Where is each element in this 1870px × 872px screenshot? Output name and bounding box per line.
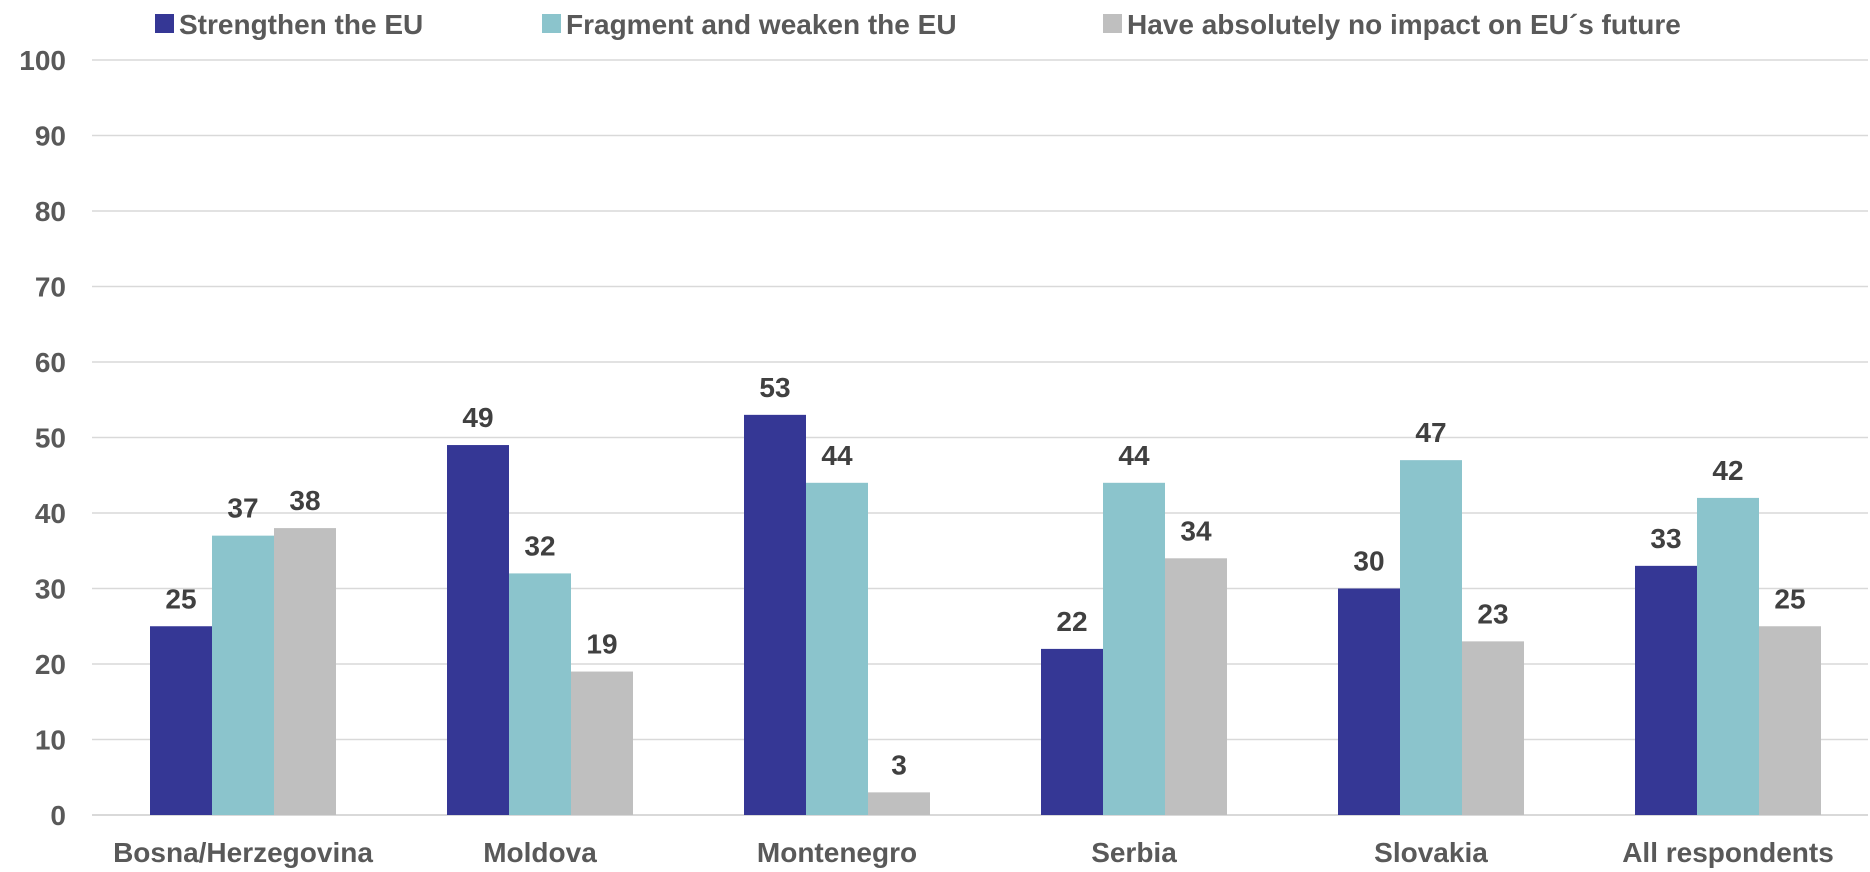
data-label: 3 [891, 749, 907, 780]
bars [150, 414, 1821, 815]
y-tick-label: 60 [35, 347, 66, 378]
bar [274, 528, 336, 815]
bar [806, 482, 868, 815]
data-label: 25 [1774, 583, 1805, 614]
bar [1697, 497, 1759, 815]
y-tick-label: 70 [35, 272, 66, 303]
y-tick-label: 20 [35, 649, 66, 680]
gridlines [92, 59, 1868, 816]
legend: Strengthen the EU Fragment and weaken the… [155, 9, 1681, 40]
legend-label: Strengthen the EU [179, 9, 423, 40]
bar [1759, 626, 1821, 815]
bar [571, 671, 633, 815]
bar [1635, 565, 1697, 815]
y-tick-label: 50 [35, 423, 66, 454]
bar [1103, 482, 1165, 815]
data-label: 30 [1353, 546, 1384, 577]
bar [1462, 641, 1524, 815]
category-label: Bosna/Herzegovina [113, 837, 373, 868]
data-label: 19 [586, 629, 617, 660]
category-label: All respondents [1622, 837, 1834, 868]
y-axis-tick-labels: 0 10 20 30 40 50 60 70 80 90 100 [19, 45, 66, 831]
y-tick-label: 90 [35, 121, 66, 152]
y-tick-label: 80 [35, 196, 66, 227]
bar [1400, 460, 1462, 815]
y-tick-label: 10 [35, 725, 66, 756]
category-label: Montenegro [757, 837, 917, 868]
category-label: Slovakia [1374, 837, 1488, 868]
bar [1041, 648, 1103, 815]
bar [868, 792, 930, 815]
category-label: Moldova [483, 837, 597, 868]
legend-swatch [542, 14, 561, 33]
bar [509, 573, 571, 815]
bar [744, 414, 806, 815]
data-label: 53 [759, 372, 790, 403]
bar [212, 535, 274, 815]
data-label: 32 [524, 530, 555, 561]
legend-swatch [1103, 14, 1122, 33]
data-label: 47 [1415, 417, 1446, 448]
data-label: 49 [462, 402, 493, 433]
bar [1165, 558, 1227, 815]
data-label: 42 [1712, 455, 1743, 486]
y-tick-label: 0 [50, 800, 66, 831]
bar [150, 626, 212, 815]
data-label: 34 [1180, 515, 1212, 546]
category-label: Serbia [1091, 837, 1177, 868]
legend-swatch [155, 14, 174, 33]
legend-label: Fragment and weaken the EU [566, 9, 957, 40]
y-tick-label: 30 [35, 574, 66, 605]
data-label: 44 [1118, 440, 1150, 471]
data-label: 44 [821, 440, 853, 471]
bar [447, 445, 509, 815]
data-label: 22 [1056, 606, 1087, 637]
bar [1338, 588, 1400, 815]
category-labels: Bosna/Herzegovina Moldova Montenegro Serbia… [113, 837, 1834, 868]
data-label: 38 [289, 485, 320, 516]
y-tick-label: 40 [35, 498, 66, 529]
data-label: 25 [165, 583, 196, 614]
data-label: 33 [1650, 523, 1681, 554]
data-label: 37 [227, 493, 258, 524]
data-label: 23 [1477, 598, 1508, 629]
y-tick-label: 100 [19, 45, 66, 76]
legend-label: Have absolutely no impact on EU´s future [1127, 9, 1681, 40]
data-labels: 25 37 38 49 32 19 53 44 3 22 44 34 30 47 23 33 42 25 [165, 372, 1805, 780]
